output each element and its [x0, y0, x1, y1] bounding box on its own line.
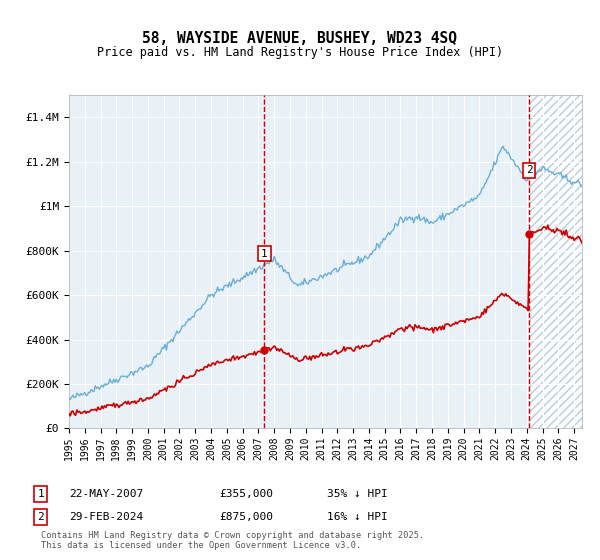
Text: £875,000: £875,000	[219, 512, 273, 522]
Text: 2: 2	[37, 512, 44, 522]
Text: Price paid vs. HM Land Registry's House Price Index (HPI): Price paid vs. HM Land Registry's House …	[97, 46, 503, 59]
Text: 58, WAYSIDE AVENUE, BUSHEY, WD23 4SQ: 58, WAYSIDE AVENUE, BUSHEY, WD23 4SQ	[143, 31, 458, 46]
Text: 1: 1	[37, 489, 44, 499]
Text: 22-MAY-2007: 22-MAY-2007	[69, 489, 143, 499]
Text: 1: 1	[261, 249, 268, 259]
Text: 16% ↓ HPI: 16% ↓ HPI	[327, 512, 388, 522]
Text: 35% ↓ HPI: 35% ↓ HPI	[327, 489, 388, 499]
Text: 2: 2	[526, 165, 533, 175]
Text: Contains HM Land Registry data © Crown copyright and database right 2025.
This d: Contains HM Land Registry data © Crown c…	[41, 530, 424, 550]
Text: £355,000: £355,000	[219, 489, 273, 499]
Bar	[529, 95, 582, 428]
Text: 29-FEB-2024: 29-FEB-2024	[69, 512, 143, 522]
